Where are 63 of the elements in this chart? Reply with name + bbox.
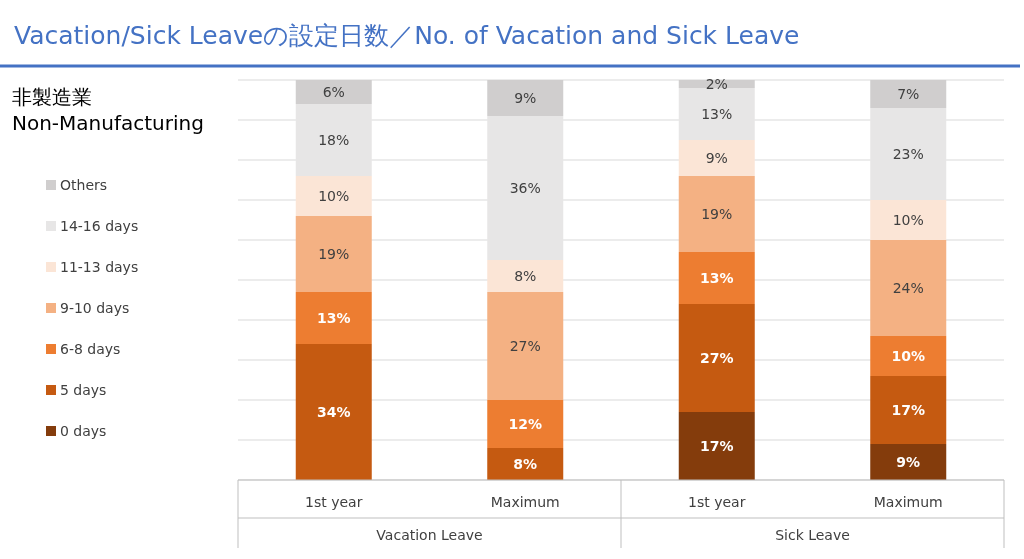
legend-label: 14-16 days: [60, 218, 139, 234]
data-label: 10%: [892, 212, 924, 228]
bar: [295, 104, 372, 176]
chart-title: Vacation/Sick Leaveの設定日数／No. of Vacation and Sick Leave: [14, 21, 800, 50]
text: 非製造業 Non-Manufacturing: [12, 85, 204, 135]
bar: [487, 292, 564, 400]
data-label: 36%: [509, 180, 541, 196]
bar: [295, 216, 372, 292]
bar: [678, 140, 755, 176]
data-label: 17%: [891, 402, 926, 418]
data-label: 18%: [318, 132, 350, 148]
bar: [678, 412, 755, 480]
bar: [295, 344, 372, 480]
data-label: 19%: [701, 206, 733, 222]
bar: [870, 200, 947, 240]
bar: [678, 252, 755, 304]
data-label: 8%: [514, 268, 537, 284]
data-label: 12%: [508, 416, 543, 432]
data-label: 23%: [892, 146, 924, 162]
data-label: 27%: [509, 338, 541, 354]
x-tick-label: 1st year: [305, 494, 363, 510]
data-label: 10%: [318, 188, 350, 204]
data-label: 24%: [892, 280, 924, 296]
data-label: 9%: [514, 90, 537, 106]
data-label: 19%: [318, 246, 350, 262]
legend-label: 11-13 days: [60, 259, 139, 275]
legend-label: Others: [60, 177, 108, 193]
bar: [870, 376, 947, 444]
bar: [870, 444, 947, 480]
x-tick-label: Maximum: [490, 494, 560, 510]
bar: [870, 108, 947, 200]
text: Vacation Leave: [376, 527, 483, 543]
legend-label: 9-10 days: [60, 300, 130, 316]
x-tick-label: 1st year: [688, 494, 746, 510]
data-label: 34%: [316, 404, 351, 420]
bar: [295, 176, 372, 216]
bar: [295, 292, 372, 344]
data-label: 6%: [322, 84, 345, 100]
bar: [870, 240, 947, 336]
bar: [487, 400, 564, 448]
data-label: 8%: [513, 456, 538, 472]
bar: [487, 260, 564, 292]
data-label: 10%: [891, 348, 926, 364]
legend-label: 6-8 days: [60, 341, 121, 357]
bar: [678, 88, 755, 140]
data-label: 2%: [705, 76, 728, 92]
data-label: 9%: [705, 150, 728, 166]
data-label: 27%: [699, 350, 734, 366]
bar: [678, 304, 755, 412]
bar: [870, 336, 947, 376]
legend-label: 5 days: [60, 382, 107, 398]
text: Sick Leave: [775, 527, 850, 543]
bar: [678, 176, 755, 252]
data-label: 17%: [699, 438, 734, 454]
data-label: 7%: [897, 86, 920, 102]
data-label: 13%: [699, 270, 734, 286]
x-tick-label: Maximum: [873, 494, 943, 510]
data-label: 9%: [896, 454, 921, 470]
legend-label: 0 days: [60, 423, 107, 439]
bar: [487, 448, 564, 480]
data-label: 13%: [316, 310, 351, 326]
bar: [487, 116, 564, 260]
data-label: 13%: [701, 106, 733, 122]
